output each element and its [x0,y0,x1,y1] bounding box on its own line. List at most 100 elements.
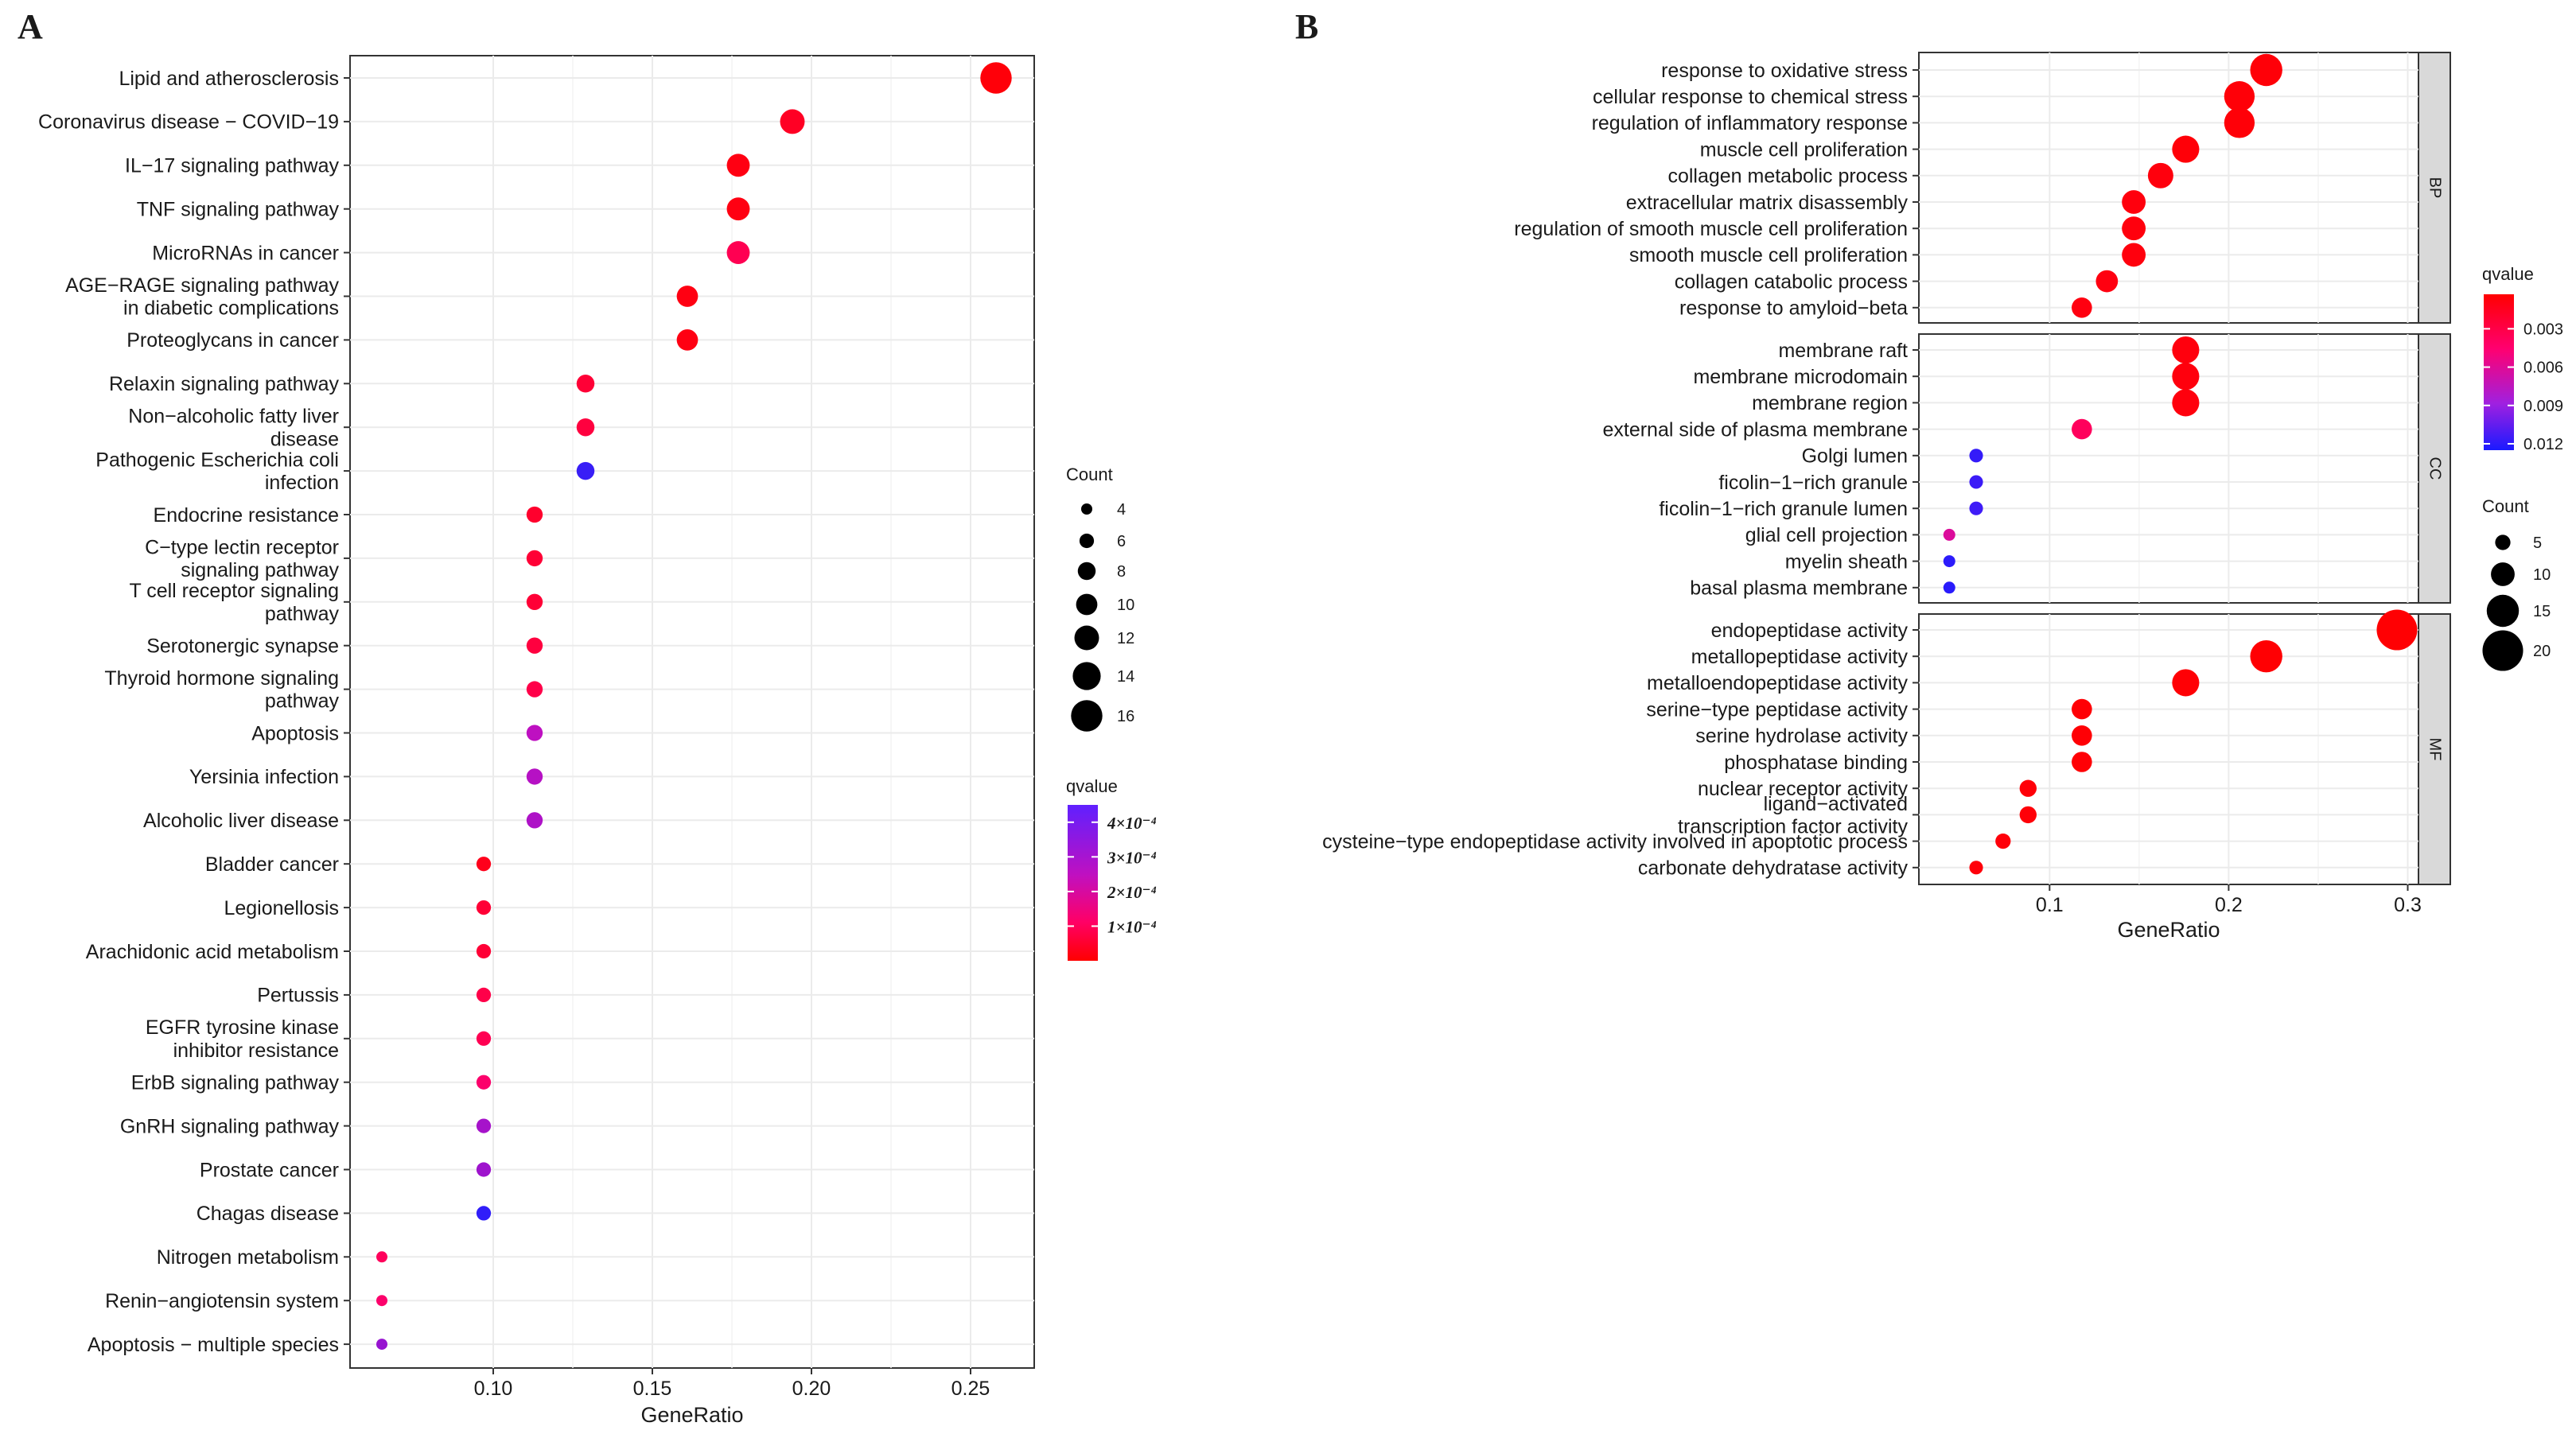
category-label: membrane microdomain [1693,366,1908,388]
data-point [2072,752,2092,772]
category-label: Pathogenic Escherichia coli [95,449,339,471]
category-label: phosphatase binding [1724,752,1908,774]
data-point [2122,243,2146,267]
colorbar-label: 0.003 [2523,321,2563,338]
category-label: myelin sheath [1785,550,1908,573]
facet-panel-cc [1918,333,2419,604]
category-label: inhibitor resistance [173,1040,339,1062]
category-label: GnRH signaling pathway [120,1115,340,1137]
data-point [476,987,492,1003]
data-point [576,375,595,393]
panel-label-a: A [18,7,43,46]
legend-size-key [1071,700,1103,732]
facet-strip [2418,333,2451,604]
category-label: Pertussis [257,985,339,1007]
data-point [2095,270,2119,293]
category-label: Non−alcoholic fatty liver [128,406,339,428]
data-point [2172,336,2200,364]
category-label: collagen catabolic process [1675,270,1908,293]
data-point [780,109,805,134]
colorbar-label: 0.009 [2523,398,2563,415]
category-label: T cell receptor signaling [129,580,339,602]
data-point [376,1251,387,1263]
legend-size-label: 15 [2533,603,2551,620]
x-tick-label: 0.15 [633,1378,672,1400]
legend-size-label: 20 [2533,643,2551,660]
legend-size-label: 5 [2533,534,2542,552]
category-label: extracellular matrix disassembly [1626,192,1909,214]
data-point [2147,162,2173,188]
data-point [476,900,492,915]
category-label: Relaxin signaling pathway [109,373,340,395]
x-tick-label: 0.3 [2394,894,2422,916]
data-point [726,197,750,221]
data-point [2122,216,2146,241]
category-label: disease [270,428,339,450]
data-point [2019,779,2037,797]
chart-b: BP response to oxidative stress cellular r… [1322,52,2451,942]
category-label: regulation of smooth muscle cell prolife… [1514,218,1908,240]
data-point [2072,418,2092,440]
category-label: collagen metabolic process [1667,165,1908,188]
data-point [676,286,698,307]
colorbar-label: 0.006 [2523,360,2563,377]
data-point [980,62,1012,94]
category-label: MicroRNAs in cancer [152,242,339,264]
category-label: smooth muscle cell proliferation [1629,244,1908,266]
data-point [526,725,543,741]
legend-size-label: 14 [1117,668,1134,686]
legend-size-label: 12 [1117,630,1134,647]
category-label: regulation of inflammatory response [1592,112,1908,134]
category-label: serine hydrolase activity [1695,725,1908,748]
legend-b-count-title: Count [2482,496,2529,516]
data-point [2122,190,2146,214]
data-point [726,241,750,265]
category-label: cysteine−type endopeptidase activity inv… [1322,830,1908,853]
category-label: in diabetic complications [123,297,339,320]
x-tick-label: 0.2 [2215,894,2243,916]
legend-size-key [1079,533,1095,549]
colorbar-label: 0.012 [2523,436,2563,453]
category-label: Yersinia infection [189,766,339,788]
category-label: membrane raft [1778,340,1908,362]
data-point [576,461,595,480]
category-label: transcription factor activity [1678,816,1908,838]
data-point [1943,581,1955,594]
data-point [376,1339,387,1351]
category-label: Serotonergic synapse [146,635,339,657]
legend-size-key [2491,562,2515,586]
category-label: Apoptosis − multiple species [88,1334,339,1356]
data-point [2376,609,2418,651]
legend-size-key [1074,625,1099,651]
category-label: Alcoholic liver disease [143,810,339,832]
data-point [526,812,543,829]
data-point [1969,475,1983,489]
data-point [676,329,698,351]
category-label: C−type lectin receptor [145,536,339,558]
legend-size-label: 4 [1117,501,1126,519]
category-label: Bladder cancer [205,853,339,876]
category-label: Thyroid hormone signaling [104,667,339,690]
category-label: response to oxidative stress [1661,60,1908,82]
data-point [726,154,750,177]
category-label: Lipid and atherosclerosis [119,68,339,90]
data-point [1969,449,1983,463]
facet-strip [2418,613,2451,885]
data-point [526,681,543,698]
data-point [526,550,543,567]
legend-size-key [1081,503,1092,515]
category-label: endopeptidase activity [1711,620,1909,642]
legend-size-key [2495,534,2511,550]
category-label: pathway [265,603,340,625]
data-point [2172,389,2200,417]
data-point [2019,806,2037,824]
chart-a: Lipid and atherosclerosis Coronavirus dis… [38,55,1035,1427]
legend-size-key [1076,593,1098,616]
data-point [2172,135,2200,163]
category-label: Proteoglycans in cancer [126,329,339,352]
category-label: pathway [265,690,340,713]
data-point [1969,501,1983,515]
legend-size-label: 10 [2533,566,2551,584]
category-label: Arachidonic acid metabolism [86,941,339,963]
